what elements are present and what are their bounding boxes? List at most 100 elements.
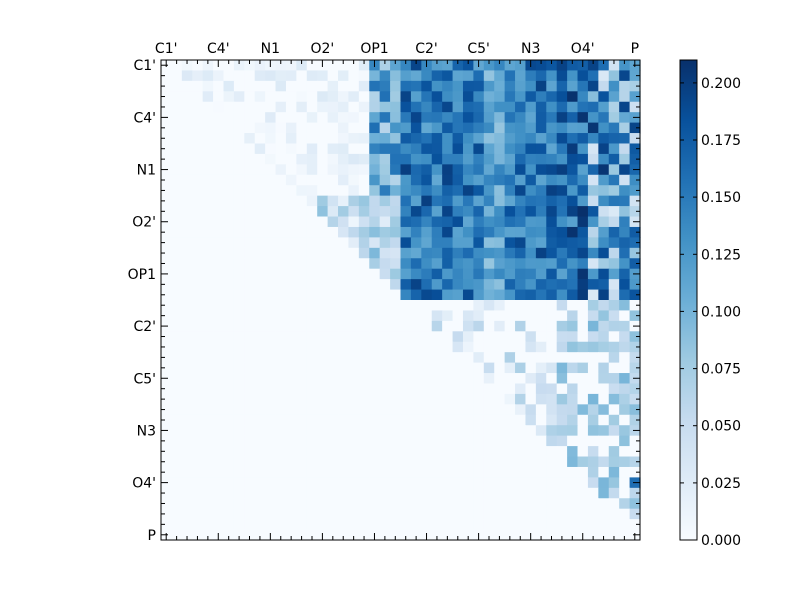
heatmap-cell <box>275 466 287 478</box>
heatmap-cell <box>598 498 610 510</box>
heatmap-cell <box>473 393 485 405</box>
heatmap-cell <box>400 498 412 510</box>
heatmap-cell <box>327 185 339 197</box>
heatmap-cell <box>587 279 599 291</box>
heatmap-cell <box>338 352 350 364</box>
heatmap-cell <box>421 435 433 447</box>
heatmap-cell <box>608 414 620 426</box>
heatmap-cell <box>317 446 329 458</box>
heatmap-cell <box>213 477 225 489</box>
heatmap-cell <box>608 435 620 447</box>
heatmap-cell <box>525 393 537 405</box>
heatmap-cell <box>369 143 381 155</box>
heatmap-cell <box>598 477 610 489</box>
heatmap-cell <box>442 310 454 322</box>
heatmap-cell <box>546 404 558 416</box>
heatmap-cell <box>254 247 266 259</box>
heatmap-cell <box>410 487 422 499</box>
heatmap-cell <box>483 101 495 113</box>
heatmap-cell <box>473 258 485 270</box>
heatmap-cell <box>379 477 391 489</box>
heatmap-cell <box>587 466 599 478</box>
heatmap-cell <box>619 373 631 385</box>
heatmap-cell <box>410 247 422 259</box>
heatmap-cell <box>348 425 360 437</box>
heatmap-cell <box>171 237 183 249</box>
heatmap-cell <box>244 143 256 155</box>
heatmap-cell <box>629 352 641 364</box>
heatmap-cell <box>223 195 235 207</box>
heatmap-cell <box>515 226 527 238</box>
heatmap-cell <box>338 519 350 531</box>
heatmap-cell <box>452 70 464 82</box>
heatmap-cell <box>275 70 287 82</box>
heatmap-cell <box>181 331 193 343</box>
heatmap-cell <box>525 446 537 458</box>
heatmap-cell <box>494 153 506 165</box>
heatmap-cell <box>265 185 277 197</box>
heatmap-cell <box>233 216 245 228</box>
heatmap-cell <box>515 414 527 426</box>
heatmap-cell <box>358 153 370 165</box>
heatmap-cell <box>296 279 308 291</box>
heatmap-cell <box>567 247 579 259</box>
heatmap-cell <box>400 195 412 207</box>
heatmap-cell <box>619 404 631 416</box>
heatmap-cell <box>483 456 495 468</box>
heatmap-cell <box>338 466 350 478</box>
heatmap-cell <box>442 341 454 353</box>
heatmap-cell <box>556 112 568 124</box>
heatmap-cell <box>525 466 537 478</box>
heatmap-cell <box>275 373 287 385</box>
heatmap-cell <box>358 258 370 270</box>
heatmap-cell <box>483 237 495 249</box>
heatmap-cell <box>608 164 620 176</box>
heatmap-cell <box>525 310 537 322</box>
heatmap-cell <box>306 247 318 259</box>
heatmap-cell <box>161 153 173 165</box>
heatmap-cell <box>452 331 464 343</box>
heatmap-cell <box>421 206 433 218</box>
heatmap-cell <box>462 226 474 238</box>
heatmap-cell <box>473 487 485 499</box>
heatmap-cell <box>410 300 422 312</box>
heatmap-cell <box>410 70 422 82</box>
heatmap-cell <box>546 289 558 301</box>
heatmap-cell <box>369 498 381 510</box>
heatmap-cell <box>327 300 339 312</box>
heatmap-cell <box>504 487 516 499</box>
heatmap-cell <box>358 310 370 322</box>
heatmap-cell <box>442 247 454 259</box>
heatmap-cell <box>213 91 225 103</box>
heatmap-cell <box>306 466 318 478</box>
heatmap-cell <box>577 404 589 416</box>
heatmap-cell <box>442 289 454 301</box>
heatmap-cell <box>483 258 495 270</box>
heatmap-cell <box>181 226 193 238</box>
heatmap-cell <box>306 112 318 124</box>
heatmap-cell <box>348 143 360 155</box>
heatmap-cell <box>223 456 235 468</box>
heatmap-cell <box>608 425 620 437</box>
heatmap-cell <box>587 247 599 259</box>
heatmap-cell <box>525 247 537 259</box>
heatmap-cell <box>317 310 329 322</box>
heatmap-cell <box>275 425 287 437</box>
heatmap-cell <box>254 122 266 134</box>
heatmap-cell <box>327 352 339 364</box>
heatmap-cell <box>504 164 516 176</box>
heatmap-cell <box>161 393 173 405</box>
heatmap-cell <box>296 174 308 186</box>
heatmap-cell <box>452 174 464 186</box>
heatmap-cell <box>171 101 183 113</box>
heatmap-cell <box>504 477 516 489</box>
heatmap-cell <box>525 216 537 228</box>
heatmap-cell <box>233 519 245 531</box>
heatmap-cell <box>317 477 329 489</box>
heatmap-cell <box>442 164 454 176</box>
heatmap-cell <box>306 529 318 541</box>
heatmap-cell <box>473 310 485 322</box>
heatmap-cell <box>421 112 433 124</box>
heatmap-cell <box>348 300 360 312</box>
heatmap-cell <box>192 393 204 405</box>
